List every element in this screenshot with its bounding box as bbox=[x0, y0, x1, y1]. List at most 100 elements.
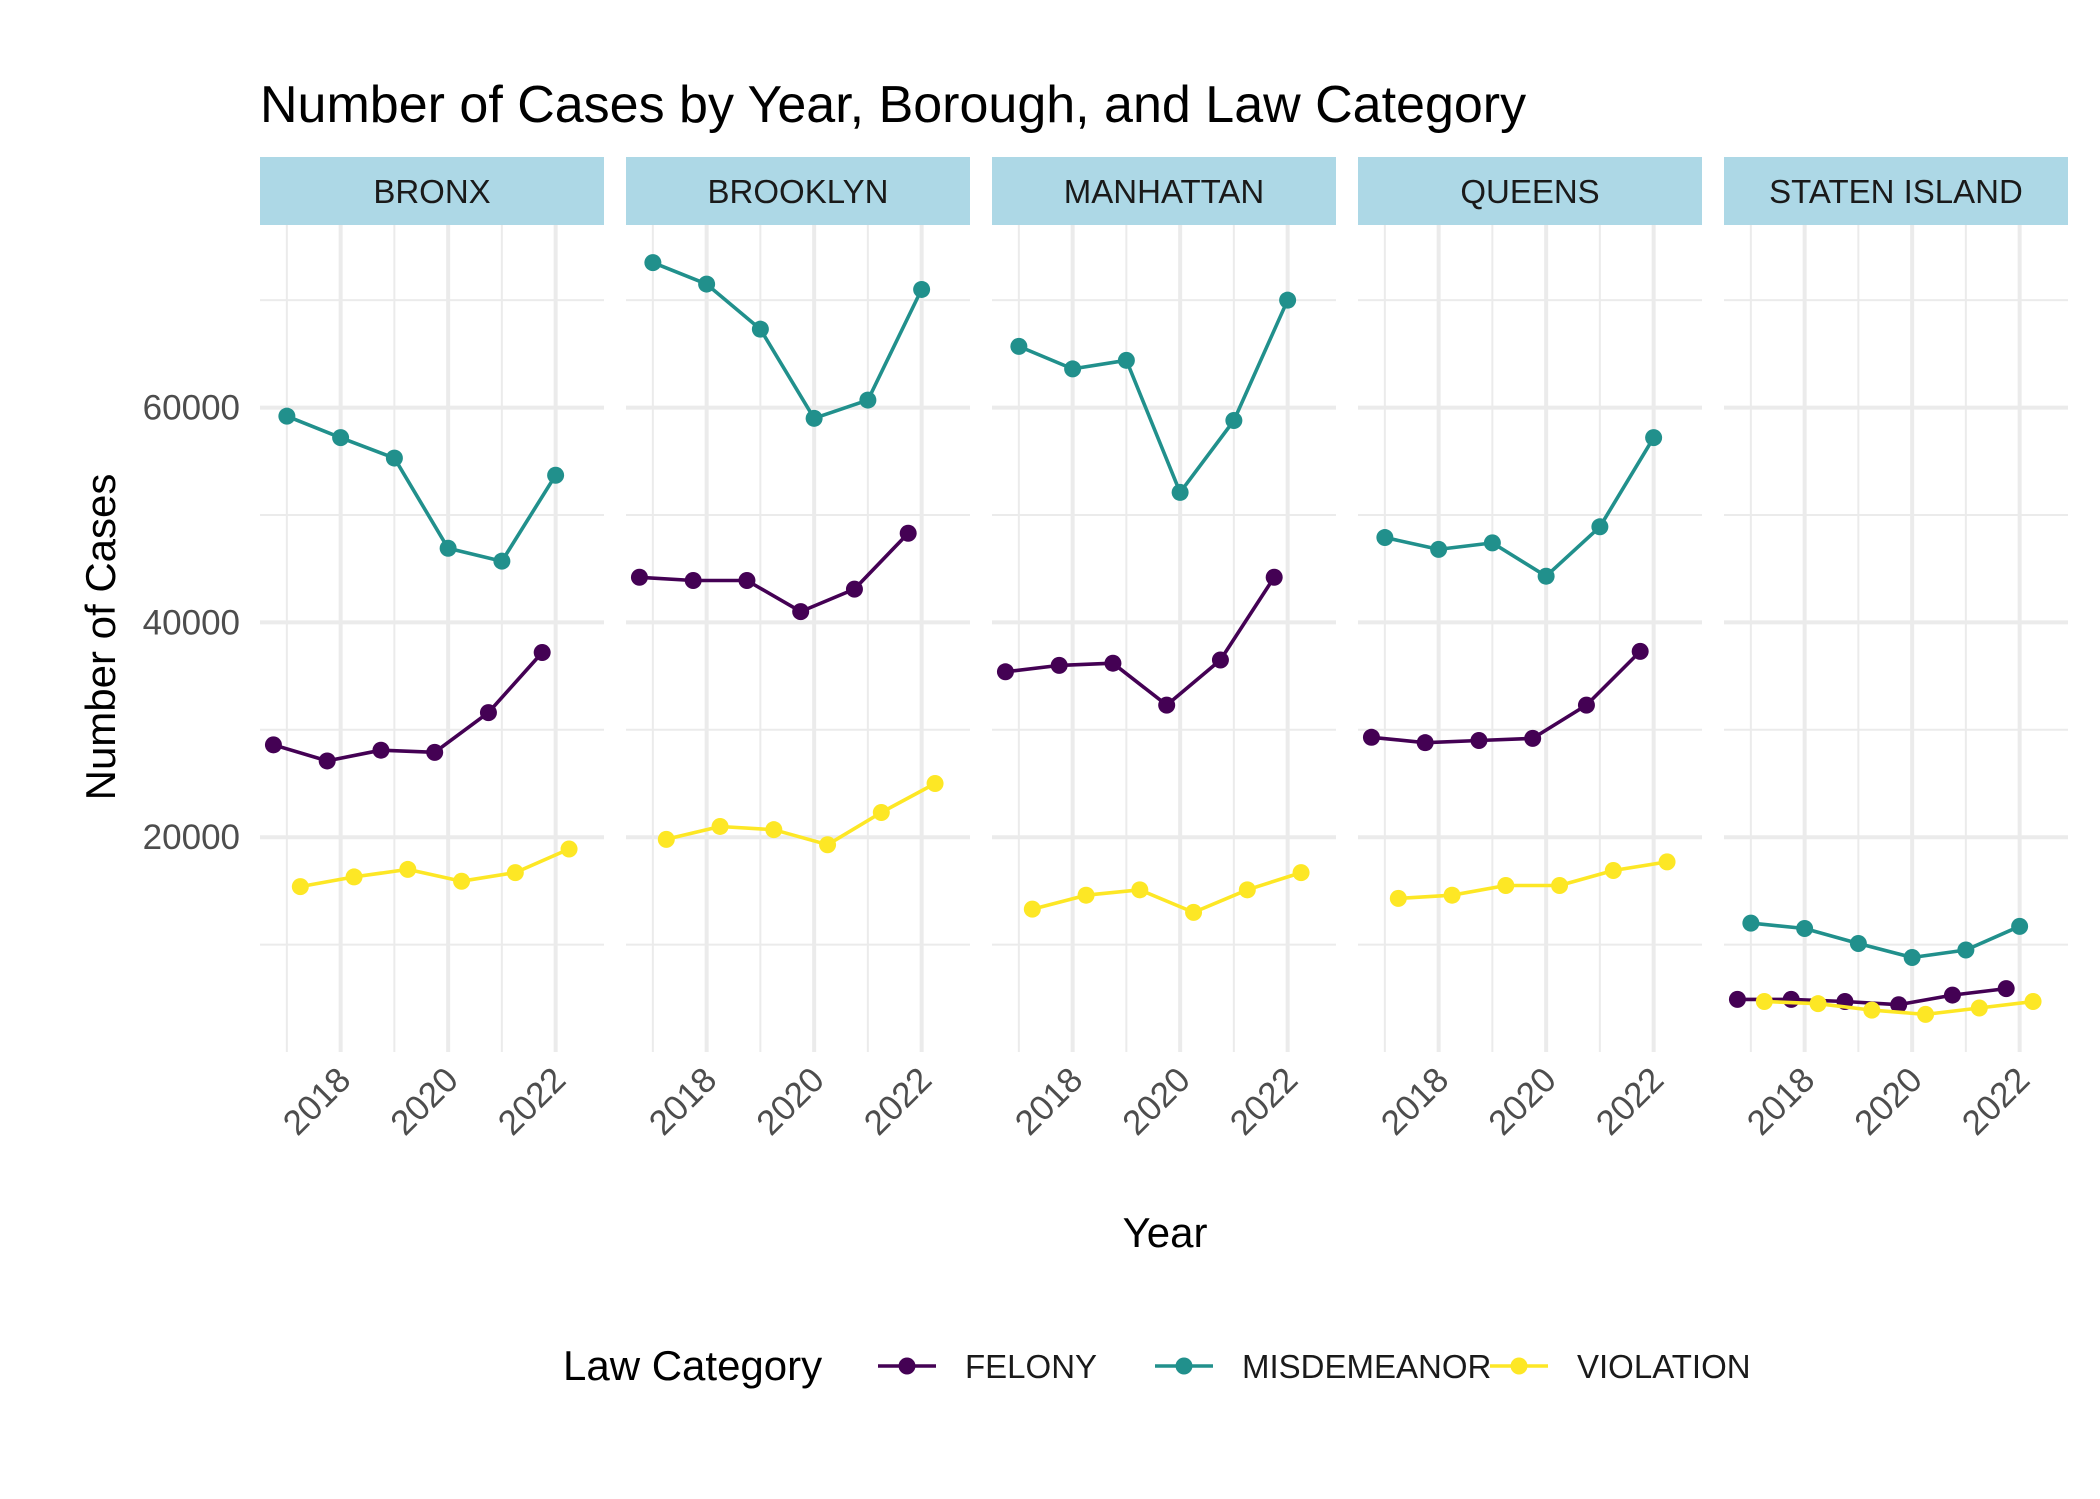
data-point-misdemeanor bbox=[439, 539, 457, 557]
legend-label: FELONY bbox=[965, 1348, 1097, 1385]
legend-item-felony: FELONY bbox=[878, 1348, 1097, 1385]
data-point-felony bbox=[1158, 696, 1176, 714]
data-point-violation bbox=[1755, 993, 1773, 1011]
data-point-violation bbox=[506, 864, 524, 882]
data-point-violation bbox=[1497, 877, 1515, 895]
panel-strip-label: QUEENS bbox=[1460, 173, 1599, 210]
data-point-misdemeanor bbox=[1591, 518, 1609, 536]
data-point-felony bbox=[792, 603, 810, 621]
chart-title: Number of Cases by Year, Borough, and La… bbox=[260, 76, 1526, 134]
data-point-misdemeanor bbox=[1903, 948, 1921, 966]
data-point-felony bbox=[1524, 729, 1542, 747]
data-point-misdemeanor bbox=[698, 275, 716, 293]
panel-strip bbox=[626, 157, 970, 225]
series-line-misdemeanor bbox=[652, 260, 924, 421]
data-point-felony bbox=[533, 643, 551, 661]
data-point-violation bbox=[1238, 881, 1256, 899]
data-point-misdemeanor bbox=[385, 449, 403, 467]
data-point-felony bbox=[1470, 732, 1488, 750]
data-point-felony bbox=[1782, 990, 1800, 1008]
data-point-felony bbox=[899, 524, 917, 542]
data-point-misdemeanor bbox=[1796, 919, 1814, 937]
legend-key-point bbox=[898, 1357, 916, 1375]
data-point-violation bbox=[765, 821, 783, 839]
series-line-felony bbox=[272, 651, 544, 763]
data-point-felony bbox=[996, 663, 1014, 681]
data-point-felony bbox=[479, 704, 497, 722]
data-point-misdemeanor bbox=[644, 254, 662, 272]
panel-strip bbox=[1358, 157, 1702, 225]
series-line-violation bbox=[1031, 870, 1302, 915]
data-point-felony bbox=[1211, 651, 1229, 669]
data-point-misdemeanor bbox=[1010, 337, 1028, 355]
data-point-misdemeanor bbox=[1742, 914, 1760, 932]
data-point-violation bbox=[926, 774, 944, 792]
data-point-violation bbox=[1023, 900, 1041, 918]
data-point-violation bbox=[560, 840, 578, 858]
series-line-violation bbox=[299, 847, 570, 889]
series-line-violation bbox=[1764, 999, 2034, 1017]
data-point-felony bbox=[1265, 568, 1283, 586]
legend-key-point bbox=[1510, 1357, 1528, 1375]
data-point-violation bbox=[1389, 889, 1407, 907]
data-point-violation bbox=[1443, 886, 1461, 904]
data-point-felony bbox=[1050, 656, 1068, 674]
y-tick-label: 20000 bbox=[143, 818, 240, 857]
data-point-felony bbox=[318, 752, 336, 770]
series-line-misdemeanor bbox=[1750, 921, 2021, 960]
y-axis-title: Number of Cases bbox=[77, 474, 124, 801]
data-point-felony bbox=[684, 572, 702, 590]
panel-strip bbox=[260, 157, 604, 225]
data-point-felony bbox=[1997, 980, 2015, 998]
data-point-misdemeanor bbox=[859, 391, 877, 409]
data-point-misdemeanor bbox=[278, 407, 296, 425]
data-point-misdemeanor bbox=[1117, 351, 1135, 369]
data-point-violation bbox=[1185, 903, 1203, 921]
data-point-violation bbox=[1077, 886, 1095, 904]
series-line-violation bbox=[1398, 860, 1668, 901]
data-point-misdemeanor bbox=[1225, 411, 1243, 429]
data-point-violation bbox=[399, 860, 417, 878]
y-axis-ticks: 20000 40000 60000 bbox=[143, 389, 240, 858]
legend-title: Law Category bbox=[563, 1342, 822, 1389]
data-point-misdemeanor bbox=[1279, 291, 1297, 309]
panel-strip bbox=[1724, 157, 2068, 225]
data-point-felony bbox=[1104, 654, 1122, 672]
y-tick-label: 60000 bbox=[143, 389, 240, 428]
panel-strip bbox=[992, 157, 1336, 225]
series-line-misdemeanor bbox=[286, 414, 558, 564]
data-point-violation bbox=[1658, 853, 1676, 871]
series-line-misdemeanor bbox=[1018, 299, 1290, 495]
legend-item-violation: VIOLATION bbox=[1490, 1348, 1751, 1385]
data-point-felony bbox=[264, 736, 282, 754]
data-point-violation bbox=[2024, 993, 2042, 1011]
legend-label: VIOLATION bbox=[1577, 1348, 1751, 1385]
data-point-felony bbox=[1728, 990, 1746, 1008]
series-line-felony bbox=[1371, 650, 1642, 745]
data-point-felony bbox=[845, 580, 863, 598]
data-point-felony bbox=[1362, 728, 1380, 746]
data-point-violation bbox=[1809, 995, 1827, 1013]
panel-strip-label: MANHATTAN bbox=[1064, 173, 1264, 210]
data-point-misdemeanor bbox=[1064, 360, 1082, 378]
data-point-misdemeanor bbox=[1645, 429, 1663, 447]
data-point-felony bbox=[372, 741, 390, 759]
panel-strip-label: BRONX bbox=[373, 173, 490, 210]
data-point-felony bbox=[1943, 986, 1961, 1004]
series-line-felony bbox=[1005, 576, 1276, 707]
data-point-violation bbox=[291, 878, 309, 896]
panel-strip-label: BROOKLYN bbox=[708, 173, 889, 210]
data-point-misdemeanor bbox=[493, 552, 511, 570]
data-point-misdemeanor bbox=[1171, 483, 1189, 501]
data-point-felony bbox=[1631, 642, 1649, 660]
data-point-violation bbox=[872, 803, 890, 821]
data-point-violation bbox=[1292, 864, 1310, 882]
legend-item-misdemeanor: MISDEMEANOR bbox=[1155, 1348, 1491, 1385]
data-point-violation bbox=[453, 872, 471, 890]
data-point-misdemeanor bbox=[332, 429, 350, 447]
data-point-violation bbox=[1970, 999, 1988, 1017]
